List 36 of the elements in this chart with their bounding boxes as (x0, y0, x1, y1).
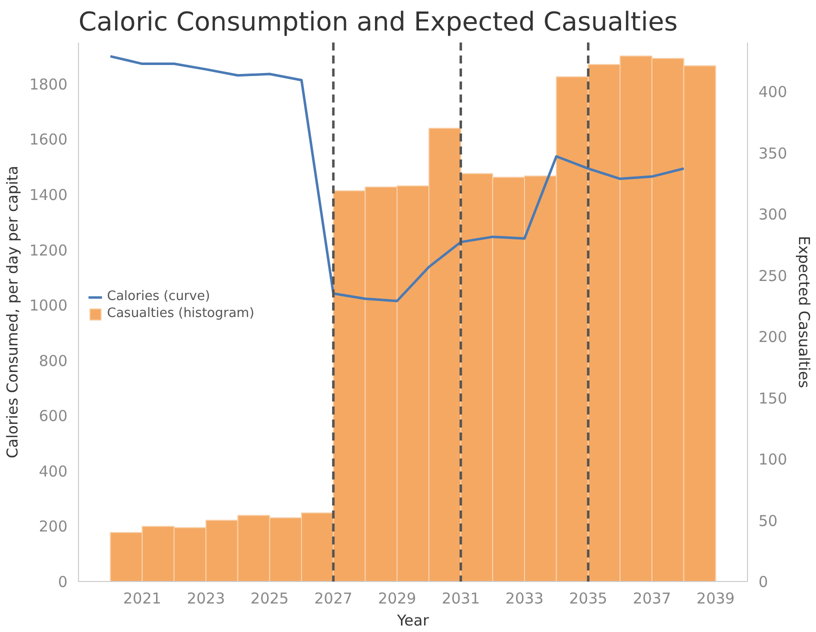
y2-axis-title: Expected Casualties (795, 236, 814, 388)
y2-tick-label: 50 (758, 512, 778, 530)
x-axis-title: Year (396, 612, 430, 630)
line-series (109, 55, 686, 302)
chart-title: Caloric Consumption and Expected Casualties (78, 8, 678, 38)
y2-tick-label: 200 (758, 328, 788, 346)
y2-tick-label: 250 (758, 266, 788, 285)
y-tick-label: 1800 (29, 75, 68, 94)
y2-tick-label: 100 (758, 450, 788, 468)
x-tick-label: 2031 (442, 590, 480, 608)
x-tick-label: 2025 (250, 590, 289, 608)
y-axis-title: Calories Consumed, per day per capita (3, 166, 22, 458)
y-tick-label: 200 (38, 518, 68, 536)
y2-tick-label: 300 (758, 206, 788, 224)
y-tick-label: 1400 (29, 186, 68, 204)
x-tick-label: 2021 (123, 590, 162, 608)
x-tick-label: 2029 (378, 590, 416, 608)
legend-label: Casualties (histogram) (107, 306, 254, 321)
x-tick-label: 2035 (569, 590, 608, 608)
y-tick-label: 0 (58, 573, 68, 591)
y-tick-label: 400 (38, 462, 68, 480)
x-tick-label: 2033 (505, 590, 544, 608)
x-tick-label: 2027 (314, 590, 352, 608)
x-tick-label: 2039 (696, 590, 735, 608)
y-tick-label: 1000 (29, 296, 68, 315)
y2-tick-label: 150 (758, 389, 788, 408)
y-tick-label: 600 (38, 407, 68, 426)
x-tick-label: 2037 (632, 590, 672, 608)
y2-tick-label: 350 (758, 144, 788, 162)
y2-tick-label: 0 (758, 573, 768, 591)
x-tick-label: 2023 (186, 590, 226, 608)
y-tick-label: 1600 (29, 130, 68, 149)
legend-label: Calories (curve) (107, 289, 210, 304)
y2-tick-label: 400 (758, 83, 788, 101)
y-tick-label: 800 (38, 352, 68, 370)
y-tick-label: 1200 (29, 241, 68, 260)
